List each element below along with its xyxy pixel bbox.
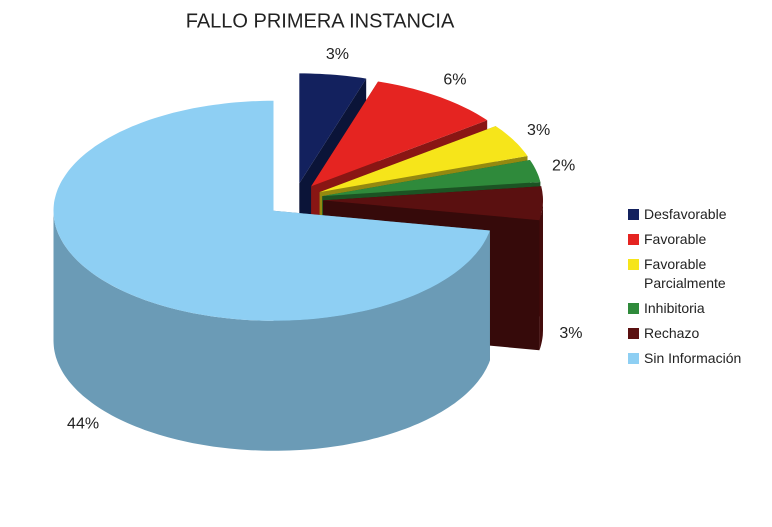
legend-label: Favorable — [644, 231, 707, 247]
data-label: 44% — [67, 415, 99, 432]
legend-swatch — [628, 259, 639, 270]
legend-item: Rechazo — [628, 324, 768, 343]
legend-label: Desfavorable — [644, 206, 727, 222]
slice — [299, 73, 367, 184]
data-label: 6% — [443, 72, 466, 89]
slice-side — [53, 210, 490, 451]
data-label: 2% — [552, 158, 575, 175]
legend-label: Inhibitoria — [644, 300, 705, 316]
data-label: 3% — [326, 46, 349, 63]
legend-label: Rechazo — [644, 325, 700, 341]
slice — [323, 186, 543, 221]
slice — [53, 100, 490, 321]
legend-item: Sin Información — [628, 349, 768, 368]
legend-item: Favorable Parcialmente — [628, 255, 768, 293]
slice-side — [539, 200, 543, 351]
legend-label: Favorable Parcialmente — [644, 256, 726, 291]
legend-swatch — [628, 209, 639, 220]
legend-item: Inhibitoria — [628, 299, 768, 318]
legend-swatch — [628, 353, 639, 364]
legend-swatch — [628, 303, 639, 314]
slice — [319, 126, 528, 193]
slice — [311, 81, 488, 187]
legend-swatch — [628, 234, 639, 245]
data-label: 3% — [527, 122, 550, 139]
legend-label: Sin Información — [644, 350, 742, 366]
legend: Desfavorable Favorable Favorable Parcialme… — [628, 205, 768, 374]
slice — [322, 160, 541, 197]
legend-swatch — [628, 328, 639, 339]
legend-item: Desfavorable — [628, 205, 768, 224]
data-label: 3% — [559, 325, 582, 342]
legend-item: Favorable — [628, 230, 768, 249]
chart-title: FALLO PRIMERA INSTANCIA — [186, 10, 455, 32]
